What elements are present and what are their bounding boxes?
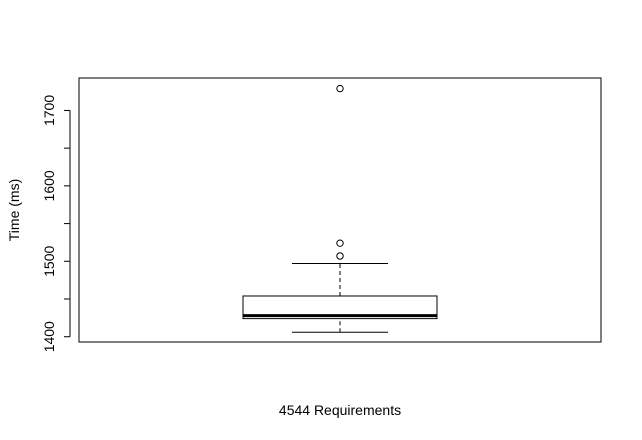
outlier-point [336, 252, 344, 260]
y-tick-label: 1500 [41, 246, 57, 277]
y-axis: 1400 1500 1600 1700 [41, 95, 71, 352]
outlier-point [336, 84, 344, 93]
x-axis-label: 4544 Requirements [279, 402, 401, 418]
y-tick-label: 1400 [41, 321, 57, 352]
interquartile-box [242, 295, 438, 320]
outlier-point [336, 239, 344, 247]
y-tick-label: 1600 [41, 170, 57, 201]
box-series [242, 84, 438, 333]
plot-frame [78, 77, 602, 343]
y-axis-label: Time (ms) [6, 179, 22, 241]
y-tick-label: 1700 [41, 95, 57, 126]
